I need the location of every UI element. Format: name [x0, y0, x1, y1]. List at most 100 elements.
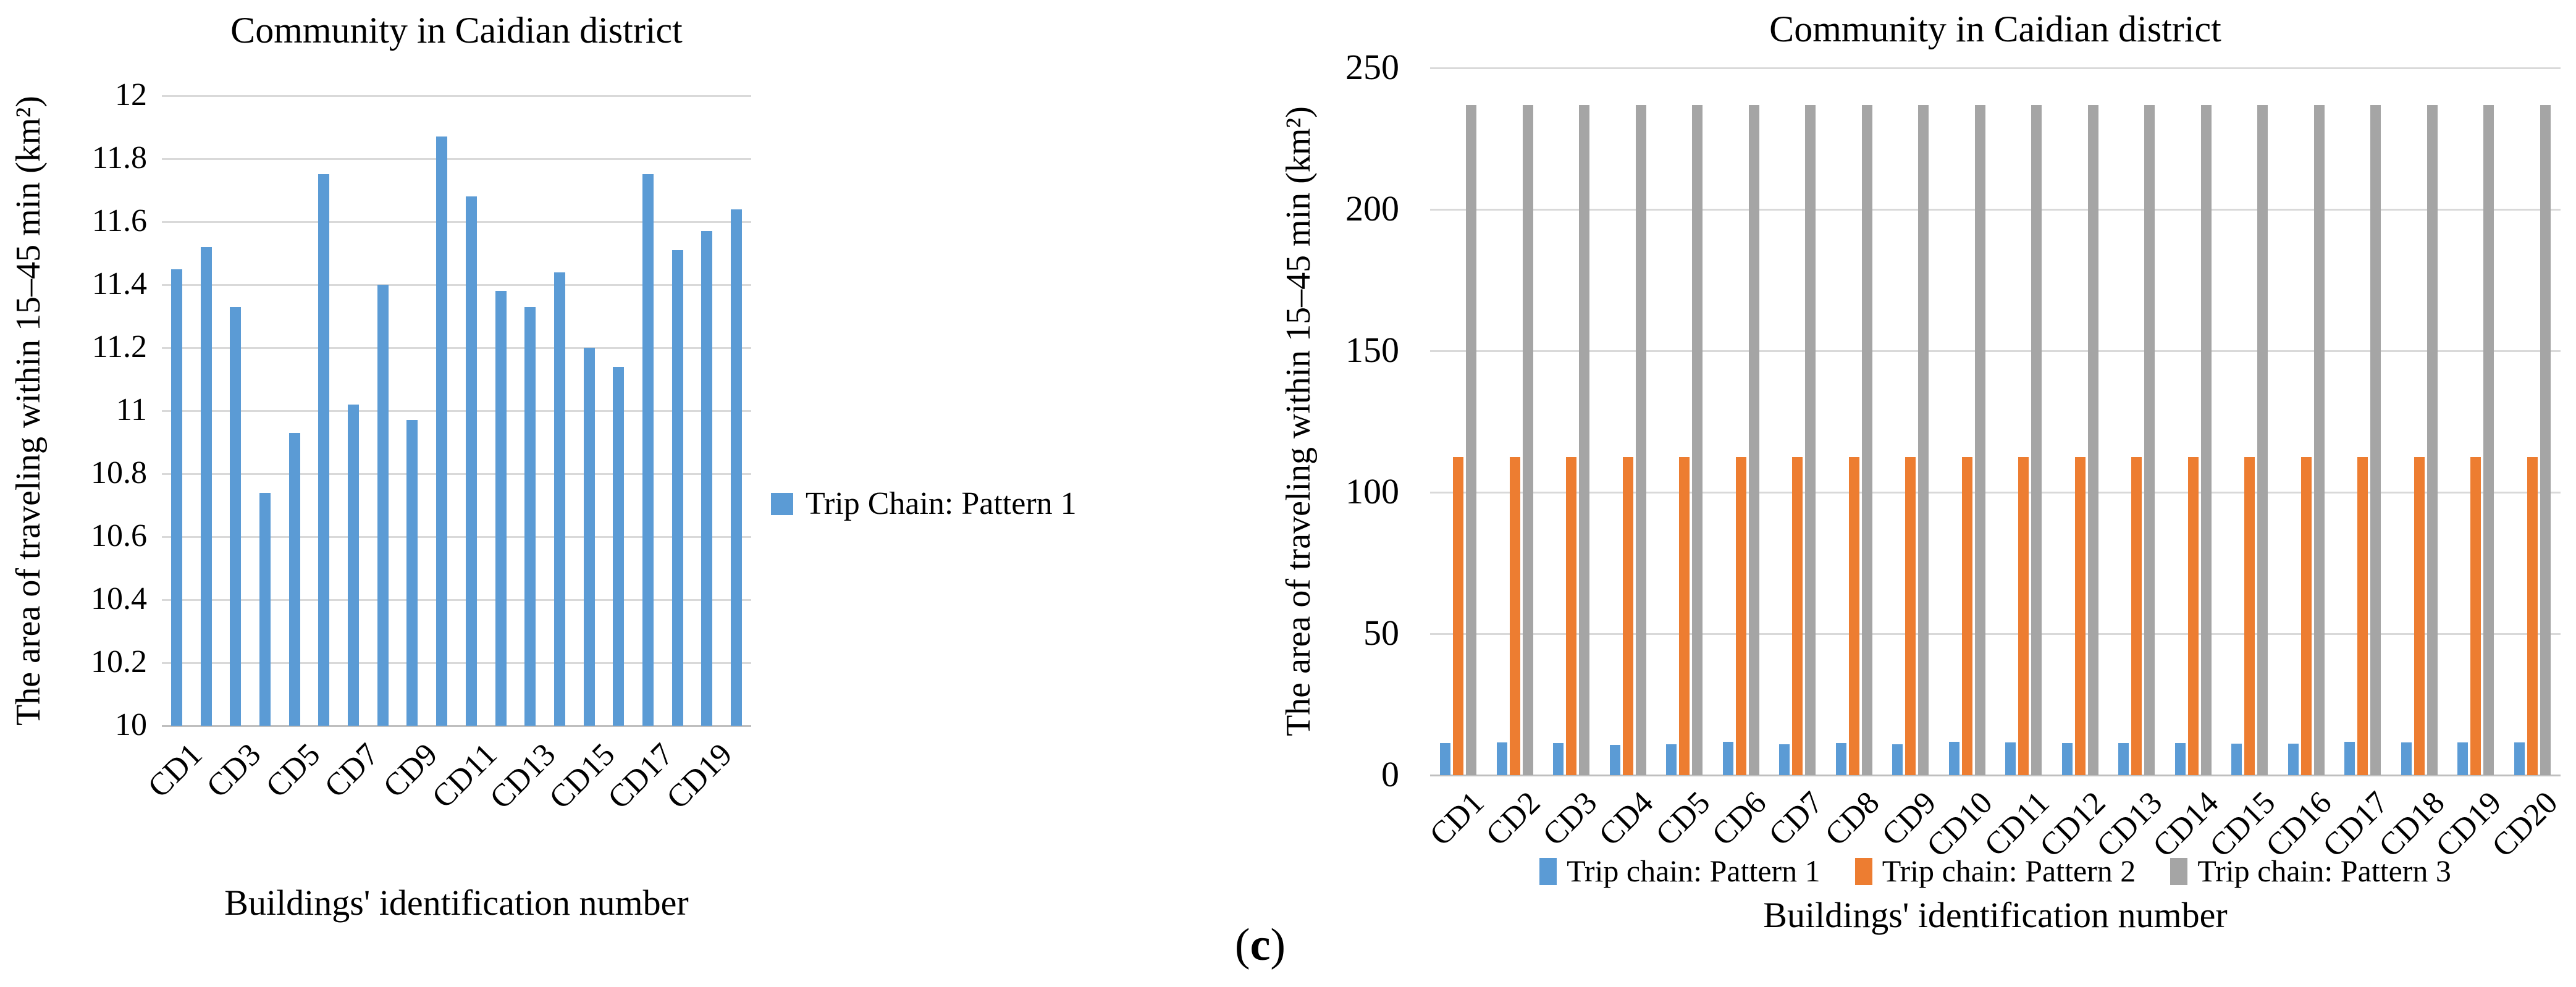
- legend-marker-icon: [1539, 857, 1557, 885]
- y-tick-label: 250: [1345, 47, 1399, 87]
- bar-CD13-2: [2131, 457, 2142, 775]
- bar-CD17-2: [2357, 457, 2368, 775]
- x-tick-label: CD11: [425, 736, 504, 815]
- gridline: [162, 599, 751, 601]
- legend-marker-icon: [2170, 857, 2188, 885]
- y-tick-label: 50: [1363, 613, 1399, 653]
- bar-CD2-3: [1523, 105, 1533, 775]
- y-tick-label: 11.8: [91, 140, 147, 175]
- bar-CD1-2: [1453, 457, 1463, 775]
- x-tick-label: CD5: [1649, 784, 1717, 853]
- legend: Trip chain: Pattern 1 Trip chain: Pattern…: [1430, 854, 2561, 889]
- x-tick-label: CD20: [2485, 784, 2565, 865]
- bar-CD1-1: [171, 269, 182, 726]
- x-tick-label: CD17: [2316, 784, 2396, 865]
- y-tick-label: 11.4: [91, 266, 147, 301]
- bar-CD10-2: [1962, 457, 1972, 775]
- x-tick-label: CD13: [2090, 784, 2170, 865]
- gridline: [162, 662, 751, 664]
- x-tick-label: CD7: [318, 736, 386, 805]
- x-tick-label: CD15: [542, 736, 622, 817]
- bar-CD20-3: [2540, 105, 2551, 775]
- bar-CD2-2: [1510, 457, 1520, 775]
- legend-marker-icon: [771, 492, 793, 515]
- x-tick-label: CD3: [1536, 784, 1604, 853]
- bar-CD15-3: [2257, 105, 2268, 775]
- bar-CD11-1: [2005, 742, 2016, 775]
- bar-CD14-1: [2175, 743, 2186, 775]
- bar-CD14-1: [554, 272, 565, 726]
- bar-CD7-1: [348, 405, 359, 726]
- x-tick-label: CD7: [1762, 784, 1830, 853]
- bar-CD15-1: [584, 348, 595, 726]
- bar-CD8-1: [1836, 743, 1846, 775]
- bar-CD18-1: [672, 250, 683, 726]
- bar-CD8-3: [1862, 105, 1872, 775]
- legend-item: Trip chain: Pattern 2: [1854, 854, 2136, 889]
- gridline: [162, 221, 751, 223]
- x-axis-title: Buildings' identification number: [224, 883, 689, 923]
- bar-CD5-1: [289, 433, 300, 726]
- x-tick-label: CD6: [1705, 784, 1774, 853]
- bar-CD15-2: [2244, 457, 2255, 775]
- x-tick-label: CD2: [1479, 784, 1547, 853]
- y-tick-label: 11.2: [91, 329, 147, 364]
- gridline: [162, 536, 751, 538]
- bar-CD5-1: [1666, 744, 1677, 775]
- bar-CD14-3: [2201, 105, 2212, 775]
- x-axis-line: [1430, 775, 2561, 776]
- gridline: [1430, 492, 2561, 494]
- bar-CD9-2: [1905, 457, 1916, 775]
- legend-item: Trip chain: Pattern 1: [1539, 854, 1820, 889]
- legend-label: Trip chain: Pattern 1: [1567, 854, 1820, 888]
- y-tick-label: 10.4: [91, 581, 147, 616]
- x-tick-label: CD10: [1920, 784, 2000, 865]
- bar-CD4-2: [1623, 457, 1633, 775]
- bar-CD3-2: [1566, 457, 1576, 775]
- bar-CD17-1: [642, 174, 654, 726]
- x-tick-label: CD13: [483, 736, 563, 817]
- bar-CD11-2: [2018, 457, 2029, 775]
- legend-label: Trip chain: Pattern 2: [1882, 854, 2136, 888]
- gridline: [1430, 67, 2561, 69]
- bar-CD4-1: [1610, 745, 1620, 775]
- bar-CD5-2: [1679, 457, 1690, 775]
- chart-title: Community in Caidian district: [1769, 9, 2221, 49]
- bar-CD3-1: [1553, 743, 1564, 775]
- bar-CD15-1: [2231, 744, 2242, 775]
- bar-CD12-1: [2062, 743, 2073, 775]
- y-tick-label: 10: [115, 707, 147, 742]
- bar-CD6-3: [1749, 105, 1759, 775]
- x-tick-label: CD18: [2372, 784, 2452, 865]
- bar-CD12-3: [2088, 105, 2098, 775]
- bar-CD10-3: [1975, 105, 1985, 775]
- x-tick-label: CD3: [200, 736, 268, 805]
- bar-CD20-1: [731, 209, 742, 726]
- bar-CD10-1: [1949, 742, 1959, 775]
- bar-CD9-3: [1918, 105, 1929, 775]
- legend-marker-icon: [1854, 857, 1872, 885]
- bar-CD9-1: [1892, 744, 1903, 775]
- bar-CD12-2: [2075, 457, 2086, 775]
- bar-CD6-1: [318, 174, 329, 726]
- caption-close: ): [1270, 920, 1286, 970]
- bar-CD16-3: [2314, 105, 2325, 775]
- bar-CD16-1: [613, 367, 624, 726]
- x-tick-label: CD1: [1423, 784, 1491, 853]
- bar-CD18-3: [2427, 105, 2438, 775]
- bar-CD11-3: [2031, 105, 2042, 775]
- x-tick-label: CD19: [660, 736, 739, 817]
- bar-CD1-1: [1440, 743, 1450, 775]
- bar-CD20-1: [2514, 742, 2525, 775]
- bar-CD13-1: [2118, 743, 2129, 775]
- y-tick-label: 10.6: [91, 518, 147, 553]
- gridline: [1430, 350, 2561, 352]
- bar-CD11-1: [466, 196, 477, 726]
- bar-CD2-1: [1497, 742, 1507, 775]
- chart-title: Community in Caidian district: [230, 10, 683, 51]
- x-tick-label: CD11: [1977, 784, 2056, 863]
- y-tick-label: 200: [1345, 188, 1399, 229]
- bar-CD10-1: [436, 136, 447, 726]
- bar-CD19-3: [2483, 105, 2494, 775]
- bar-CD13-3: [2144, 105, 2155, 775]
